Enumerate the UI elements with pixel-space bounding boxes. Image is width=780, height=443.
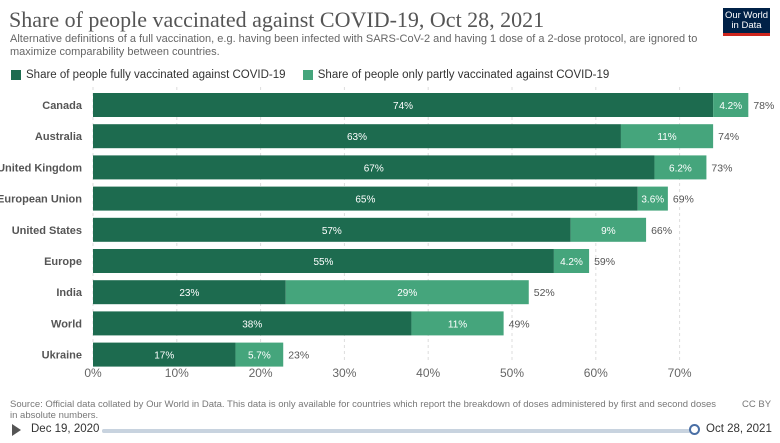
data-label-full: 65% [355, 195, 375, 206]
bar-partial[interactable] [570, 217, 647, 242]
bar-full[interactable] [93, 217, 571, 242]
owid-logo[interactable]: Our World in Data [723, 8, 770, 36]
category-label: United Kingdom [0, 162, 82, 174]
x-tick-label: 60% [584, 366, 608, 380]
data-label-full: 74% [393, 101, 413, 112]
category-label: United States [12, 225, 82, 237]
timeline-end-date: Oct 28, 2021 [706, 423, 772, 435]
bar-partial[interactable] [553, 249, 590, 273]
bar-partial[interactable] [285, 280, 529, 305]
bar-full[interactable] [93, 342, 236, 367]
play-icon[interactable] [12, 424, 21, 436]
total-label: 69% [673, 194, 694, 206]
bar-partial[interactable] [654, 155, 707, 180]
data-label-full: 63% [347, 132, 367, 143]
category-label: Ukraine [42, 350, 82, 362]
data-label-partial: 9% [601, 226, 616, 237]
category-label: European Union [0, 194, 82, 206]
chart-title: Share of people vaccinated against COVID… [9, 7, 545, 32]
bar-full[interactable] [93, 280, 286, 305]
legend-label-full: Share of people fully vaccinated against… [26, 69, 286, 81]
bar-partial[interactable] [637, 186, 668, 211]
bar-full[interactable] [93, 249, 554, 273]
category-label: World [51, 318, 82, 330]
bar-partial[interactable] [411, 311, 504, 336]
x-tick-label: 40% [416, 366, 440, 380]
bar-full[interactable] [93, 124, 621, 149]
source-note: Source: Official data collated by Our Wo… [10, 399, 717, 421]
legend-swatch-partial [302, 70, 313, 80]
category-label: Canada [42, 100, 83, 112]
legend-swatch-full [11, 70, 21, 80]
x-tick-label: 70% [668, 366, 692, 380]
data-label-full: 38% [242, 319, 262, 330]
timeline-track[interactable] [102, 429, 694, 433]
bar-partial[interactable] [235, 342, 284, 367]
bar-partial[interactable] [620, 124, 714, 149]
category-label: Australia [35, 131, 83, 143]
data-label-partial: 4.2% [719, 101, 742, 112]
x-tick-label: 10% [165, 366, 189, 380]
timeline-track-fill [102, 429, 694, 433]
total-label: 74% [718, 131, 739, 143]
x-tick-label: 30% [332, 366, 356, 380]
chart-subtitle: Alternative definitions of a full vaccin… [10, 33, 698, 58]
bar-full[interactable] [93, 186, 638, 211]
bar-full[interactable] [93, 93, 714, 117]
timeline-start-date: Dec 19, 2020 [31, 423, 100, 435]
legend: Share of people fully vaccinated against… [11, 69, 623, 83]
category-label: India [56, 287, 83, 299]
timeline: Dec 19, 2020 Oct 28, 2021 [0, 419, 780, 443]
legend-item-full[interactable]: Share of people fully vaccinated against… [11, 69, 286, 81]
x-tick-label: 0% [84, 366, 102, 380]
total-label: 49% [509, 318, 530, 330]
data-label-full: 55% [313, 257, 333, 268]
data-label-partial: 11% [448, 319, 467, 330]
stacked-bar-chart: 0% 10% 20% 30% 40% 50% 60% 70% Canada 74% 4.2% 78% A… [0, 87, 774, 380]
data-label-partial: 4.2% [560, 257, 583, 268]
total-label: 78% [753, 100, 774, 112]
x-tick-label: 50% [500, 366, 524, 380]
total-label: 66% [651, 225, 672, 237]
bar-full[interactable] [93, 155, 655, 180]
data-label-partial: 5.7% [248, 351, 271, 362]
bar-partial[interactable] [713, 93, 749, 117]
data-label-partial: 3.6% [641, 195, 664, 206]
data-label-partial: 11% [657, 132, 676, 143]
license-label[interactable]: CC BY [742, 399, 772, 410]
legend-label-partial: Share of people only partly vaccinated a… [317, 69, 610, 81]
data-label-partial: 6.2% [669, 163, 692, 174]
data-label-full: 67% [364, 163, 384, 174]
x-tick-label: 20% [249, 366, 273, 380]
bar-full[interactable] [93, 311, 412, 336]
data-label-full: 23% [179, 288, 199, 299]
data-label-full: 17% [154, 351, 174, 362]
total-label: 59% [594, 256, 615, 268]
total-label: 23% [288, 350, 309, 362]
data-label-partial: 29% [397, 288, 417, 299]
total-label: 73% [711, 162, 732, 174]
total-label: 52% [534, 287, 555, 299]
timeline-handle[interactable] [689, 424, 700, 435]
category-label: Europe [44, 256, 82, 268]
data-label-full: 57% [322, 226, 342, 237]
legend-item-partial[interactable]: Share of people only partly vaccinated a… [302, 69, 610, 81]
